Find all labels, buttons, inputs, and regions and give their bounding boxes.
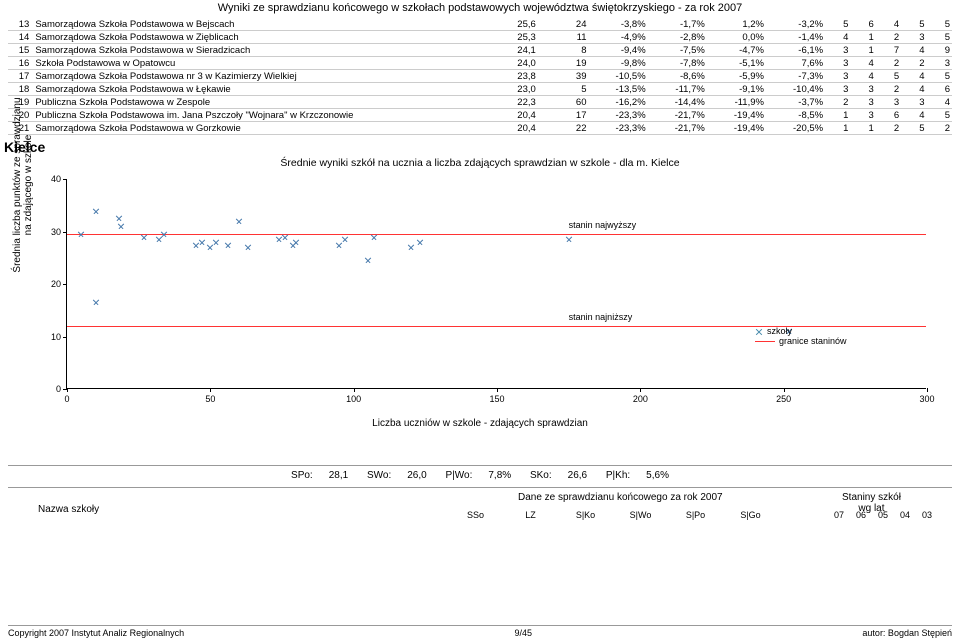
pwo-label: P|Wo:	[446, 470, 473, 481]
summary-row: SPo: 28,1 SWo: 26,0 P|Wo: 7,8% SKo: 26,6 P|K…	[8, 465, 952, 481]
x-axis-label: Liczba uczniów w szkole - zdających spra…	[8, 418, 952, 429]
spo-label: SPo:	[291, 470, 313, 481]
data-columns: SSoLZS|KoS|WoS|PoS|Go	[448, 510, 778, 520]
page-footer: Copyright 2007 Instytut Analiz Regionaln…	[8, 625, 952, 638]
table-row: 17Samorządowa Szkoła Podstawowa nr 3 w K…	[8, 70, 952, 83]
data-point	[76, 229, 86, 239]
ylabel-line2: na zdającego w szkole	[23, 85, 34, 285]
table-row: 19Publiczna Szkoła Podstawowa w Zespole2…	[8, 96, 952, 109]
nazwa-header: Nazwa szkoły	[38, 504, 99, 515]
data-point	[91, 297, 101, 307]
staniny-line1: Staniny szkół	[842, 492, 901, 503]
dane-header: Dane ze sprawdzianu końcowego za rok 200…	[518, 492, 723, 503]
data-point	[564, 234, 574, 244]
data-point	[117, 221, 127, 231]
data-point	[363, 255, 373, 265]
year-columns: 0706050403	[828, 510, 938, 520]
table-row: 15Samorządowa Szkoła Podstawowa w Sierad…	[8, 44, 952, 57]
swo-value: 26,0	[407, 470, 426, 481]
page-title: Wyniki ze sprawdzianu końcowego w szkoła…	[0, 0, 960, 18]
ylabel-line1: Średnia liczba punktów ze sprawdzianu	[12, 85, 23, 285]
footer-author: autor: Bogdan Stępień	[862, 628, 952, 638]
data-point	[415, 237, 425, 247]
pkh-label: P|Kh:	[606, 470, 630, 481]
swo-label: SWo:	[367, 470, 391, 481]
region-heading: Kielce	[4, 139, 960, 155]
data-point	[243, 242, 253, 252]
plot-area: 010203040050100150200250300stanin najwyż…	[66, 179, 926, 389]
footer-copyright: Copyright 2007 Instytut Analiz Regionaln…	[8, 628, 184, 638]
sko-value: 26,6	[568, 470, 587, 481]
table-row: 18Samorządowa Szkoła Podstawowa w Łękawi…	[8, 83, 952, 96]
results-table: 13Samorządowa Szkoła Podstawowa w Bejsca…	[8, 18, 952, 135]
pwo-value: 7,8%	[488, 470, 511, 481]
table-row: 13Samorządowa Szkoła Podstawowa w Bejsca…	[8, 18, 952, 31]
chart-title: Średnie wyniki szkół na ucznia a liczba …	[8, 155, 952, 171]
pkh-value: 5,6%	[646, 470, 669, 481]
spo-value: 28,1	[329, 470, 348, 481]
y-axis-label: Średnia liczba punktów ze sprawdzianu na…	[12, 85, 34, 285]
data-point	[223, 240, 233, 250]
table-row: 20Publiczna Szkoła Podstawowa im. Jana P…	[8, 109, 952, 122]
table-row: 16Szkoła Podstawowa w Opatowcu24,019-9,8…	[8, 57, 952, 70]
data-point	[91, 206, 101, 216]
table-row: 14Samorządowa Szkoła Podstawowa w Ziębli…	[8, 31, 952, 44]
sko-label: SKo:	[530, 470, 552, 481]
chart-legend: szkołygranice staninów	[755, 326, 847, 346]
data-point	[234, 216, 244, 226]
table-row: 21Samorządowa Szkoła Podstawowa w Gorzko…	[8, 122, 952, 135]
column-header-section: Nazwa szkoły Dane ze sprawdzianu końcowe…	[8, 487, 952, 527]
data-point	[406, 242, 416, 252]
scatter-chart: Średnie wyniki szkół na ucznia a liczba …	[8, 155, 952, 435]
